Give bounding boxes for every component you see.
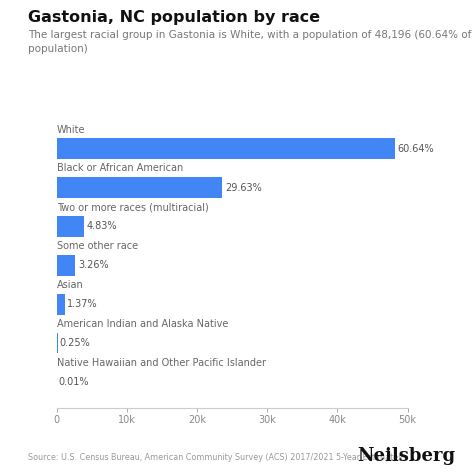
Text: 3.26%: 3.26% bbox=[78, 260, 109, 271]
Text: 29.63%: 29.63% bbox=[225, 182, 262, 192]
Text: Asian: Asian bbox=[57, 281, 83, 291]
Text: The largest racial group in Gastonia is White, with a population of 48,196 (60.6: The largest racial group in Gastonia is … bbox=[28, 30, 474, 54]
Text: Two or more races (multiracial): Two or more races (multiracial) bbox=[57, 202, 209, 212]
Text: 0.25%: 0.25% bbox=[59, 338, 90, 348]
Text: 60.64%: 60.64% bbox=[398, 144, 434, 154]
Text: Source: U.S. Census Bureau, American Community Survey (ACS) 2017/2021 5-Year Est: Source: U.S. Census Bureau, American Com… bbox=[28, 453, 403, 462]
Text: 4.83%: 4.83% bbox=[87, 221, 117, 231]
Bar bbox=[57, 177, 222, 198]
Bar bbox=[57, 138, 395, 159]
Bar bbox=[57, 216, 84, 237]
Text: Some other race: Some other race bbox=[57, 241, 138, 251]
Text: Gastonia, NC population by race: Gastonia, NC population by race bbox=[28, 10, 320, 26]
Bar bbox=[57, 333, 58, 354]
Text: White: White bbox=[57, 125, 85, 135]
Text: Black or African American: Black or African American bbox=[57, 164, 183, 173]
Text: 1.37%: 1.37% bbox=[67, 300, 98, 310]
Text: Neilsberg: Neilsberg bbox=[357, 447, 455, 465]
Bar bbox=[57, 255, 75, 275]
Bar bbox=[57, 294, 64, 315]
Text: 0.01%: 0.01% bbox=[58, 377, 89, 387]
Text: Native Hawaiian and Other Pacific Islander: Native Hawaiian and Other Pacific Island… bbox=[57, 358, 266, 368]
Text: American Indian and Alaska Native: American Indian and Alaska Native bbox=[57, 319, 228, 329]
